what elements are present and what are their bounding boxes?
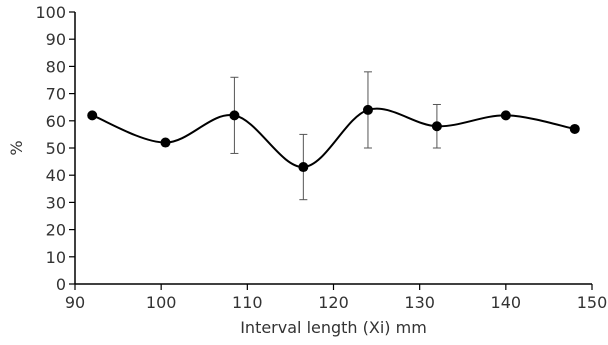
data-point <box>500 110 511 121</box>
data-point <box>160 137 171 148</box>
series-line <box>91 107 575 169</box>
y-tick-label: 30 <box>46 193 66 212</box>
y-tick-label: 0 <box>56 275 66 294</box>
y-tick-label: 60 <box>46 112 66 131</box>
y-axis-label: % <box>7 140 26 155</box>
data-point <box>569 123 580 134</box>
x-axis-label: Interval length (Xi) mm <box>240 318 427 337</box>
y-tick-label: 100 <box>35 3 66 22</box>
y-tick-label: 90 <box>46 30 66 49</box>
x-tick-label: 110 <box>232 293 263 312</box>
data-point <box>229 110 240 121</box>
y-tick-label: 50 <box>46 139 66 158</box>
y-tick-label: 20 <box>46 221 66 240</box>
x-tick-label: 90 <box>65 293 85 312</box>
data-point <box>298 162 309 173</box>
data-point <box>362 104 373 115</box>
y-tick-label: 10 <box>46 248 66 267</box>
data-markers <box>87 104 580 173</box>
x-tick-label: 140 <box>491 293 522 312</box>
x-tick-label: 100 <box>146 293 177 312</box>
y-tick-label: 70 <box>46 85 66 104</box>
x-tick-label: 130 <box>404 293 435 312</box>
axes: 0 10 20 30 40 50 60 70 80 90 100 90 100 110 120 130 140 1… <box>35 3 607 312</box>
data-point <box>431 121 442 132</box>
y-tick-label: 80 <box>46 57 66 76</box>
x-tick-label: 150 <box>577 293 608 312</box>
x-tick-label: 120 <box>318 293 349 312</box>
data-point <box>87 110 98 121</box>
y-tick-label: 40 <box>46 166 66 185</box>
